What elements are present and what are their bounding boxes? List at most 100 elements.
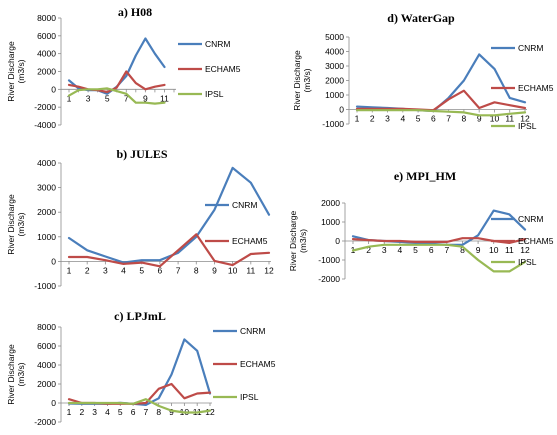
x-tick-label: 5 bbox=[105, 93, 110, 103]
legend-label-ipsl: IPSL bbox=[205, 89, 224, 99]
x-tick-label: 9 bbox=[476, 245, 481, 255]
x-tick-label: 5 bbox=[416, 114, 421, 124]
x-tick-label: 4 bbox=[105, 407, 110, 417]
y-tick-label: 0 bbox=[339, 105, 344, 115]
chart-title: d) WaterGap bbox=[387, 11, 455, 25]
x-tick-label: 10 bbox=[489, 245, 499, 255]
series-line-echam5 bbox=[67, 70, 166, 94]
y-tick-label: -1000 bbox=[34, 281, 56, 291]
x-tick-label: 12 bbox=[520, 114, 530, 124]
x-tick-label: 3 bbox=[382, 245, 387, 255]
x-tick-label: 5 bbox=[139, 265, 144, 275]
y-tick-label: 4000 bbox=[37, 49, 56, 59]
legend-label-echam5: ECHAM5 bbox=[518, 236, 554, 246]
y-tick-label: 1000 bbox=[37, 232, 56, 242]
y-axis-label: (m3/s) bbox=[16, 212, 26, 236]
x-tick-label: 12 bbox=[205, 407, 215, 417]
legend-label-echam5: ECHAM5 bbox=[240, 359, 276, 369]
legend-label-cnrm: CNRM bbox=[205, 39, 231, 49]
y-tick-label: 2000 bbox=[37, 379, 56, 389]
series-line-echam5 bbox=[67, 233, 271, 268]
y-tick-label: 2000 bbox=[321, 198, 340, 208]
x-tick-label: 11 bbox=[505, 245, 514, 255]
y-axis-label: (m3/s) bbox=[16, 362, 26, 386]
x-tick-label: 10 bbox=[490, 114, 500, 124]
x-tick-label: 11 bbox=[246, 265, 255, 275]
legend-label-cnrm: CNRM bbox=[232, 200, 258, 210]
y-tick-label: -1000 bbox=[318, 255, 340, 265]
legend-label-ipsl: IPSL bbox=[518, 121, 537, 131]
x-tick-label: 7 bbox=[176, 265, 181, 275]
y-axis-label: River Discharge bbox=[6, 344, 16, 405]
y-tick-label: 4000 bbox=[325, 47, 344, 57]
chart-title: b) JULES bbox=[116, 147, 167, 161]
x-tick-label: 8 bbox=[194, 265, 199, 275]
y-tick-label: 1000 bbox=[321, 217, 340, 227]
x-tick-label: 1 bbox=[67, 93, 72, 103]
y-tick-label: 0 bbox=[51, 398, 56, 408]
y-tick-label: 2000 bbox=[37, 207, 56, 217]
legend-label-ipsl: IPSL bbox=[518, 257, 537, 267]
series-line-echam5 bbox=[355, 89, 527, 112]
series-line-ipsl bbox=[67, 398, 212, 414]
x-tick-label: 11 bbox=[505, 114, 514, 124]
x-tick-label: 9 bbox=[477, 114, 482, 124]
x-tick-label: 2 bbox=[366, 245, 371, 255]
x-tick-label: 5 bbox=[413, 245, 418, 255]
y-tick-label: 4000 bbox=[37, 360, 56, 370]
x-tick-label: 8 bbox=[462, 114, 467, 124]
chart-panel-1: a) H08 River Discharge (m3/s) -4000 -2000 0 20… bbox=[6, 5, 241, 130]
y-tick-label: -4000 bbox=[34, 120, 56, 130]
legend-label-cnrm: CNRM bbox=[518, 214, 544, 224]
x-tick-label: 12 bbox=[264, 265, 274, 275]
x-tick-label: 7 bbox=[144, 407, 149, 417]
series-line-cnrm bbox=[67, 338, 212, 406]
x-tick-label: 1 bbox=[67, 265, 72, 275]
y-axis-label: River Discharge bbox=[6, 194, 16, 255]
x-tick-label: 4 bbox=[400, 114, 405, 124]
legend-label-ipsl: IPSL bbox=[240, 392, 259, 402]
x-tick-label: 6 bbox=[431, 114, 436, 124]
chart-title: e) MPI_HM bbox=[394, 169, 456, 183]
y-tick-label: 8000 bbox=[37, 322, 56, 332]
x-tick-label: 8 bbox=[156, 407, 161, 417]
x-tick-label: 6 bbox=[429, 245, 434, 255]
series-line-cnrm bbox=[67, 166, 271, 264]
y-tick-label: 0 bbox=[335, 236, 340, 246]
x-tick-label: 7 bbox=[446, 114, 451, 124]
x-tick-label: 5 bbox=[118, 407, 123, 417]
y-tick-label: 2000 bbox=[325, 76, 344, 86]
legend-label-echam5: ECHAM5 bbox=[518, 83, 554, 93]
x-tick-label: 2 bbox=[85, 265, 90, 275]
y-tick-label: 6000 bbox=[37, 31, 56, 41]
legend-label-cnrm: CNRM bbox=[240, 326, 266, 336]
chart-title: c) LPJmL bbox=[114, 309, 166, 323]
legend-label-echam5: ECHAM5 bbox=[205, 64, 241, 74]
y-tick-label: 1000 bbox=[325, 90, 344, 100]
series-line-ipsl bbox=[355, 109, 527, 117]
x-tick-label: 3 bbox=[103, 265, 108, 275]
y-axis-label: River Discharge bbox=[6, 41, 16, 102]
y-axis-label: (m3/s) bbox=[298, 229, 308, 253]
x-tick-label: 8 bbox=[460, 245, 465, 255]
chart-title: a) H08 bbox=[118, 5, 152, 19]
y-tick-label: -2000 bbox=[34, 417, 56, 427]
y-tick-label: 2000 bbox=[37, 67, 56, 77]
x-tick-label: 9 bbox=[143, 93, 148, 103]
y-tick-label: 3000 bbox=[325, 61, 344, 71]
y-axis-label: (m3/s) bbox=[302, 68, 312, 92]
x-tick-label: 3 bbox=[385, 114, 390, 124]
x-tick-label: 6 bbox=[131, 407, 136, 417]
chart-panel-2: b) JULES River Discharge (m3/s) -1000 0 1000 2… bbox=[6, 147, 274, 291]
y-tick-label: -1000 bbox=[322, 119, 344, 129]
chart-panel-4: d) WaterGap River Discharge (m3/s) -1000 0 10… bbox=[292, 11, 554, 131]
x-tick-label: 2 bbox=[79, 407, 84, 417]
x-tick-label: 9 bbox=[212, 265, 217, 275]
x-tick-label: 1 bbox=[355, 114, 360, 124]
legend-label-cnrm: CNRM bbox=[518, 43, 544, 53]
y-tick-label: 4000 bbox=[37, 158, 56, 168]
x-tick-label: 4 bbox=[121, 265, 126, 275]
x-tick-label: 11 bbox=[160, 93, 169, 103]
x-tick-label: 10 bbox=[228, 265, 238, 275]
